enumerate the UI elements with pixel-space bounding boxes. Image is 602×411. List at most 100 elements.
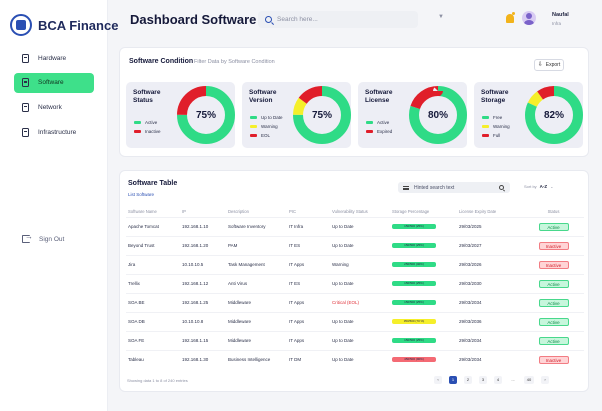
storage-bar: 450/500 (90%) [392,357,436,363]
software-table: Software Name IP Description PIC Vulnerabili… [126,206,584,369]
column-header[interactable]: Status [547,208,560,214]
column-header[interactable]: Vulnerability Status [332,208,368,214]
stat-card-status[interactable]: Software Status Active Inactive 75% [126,82,235,148]
table-row[interactable]: Beyond Trust 192.168.1.20 PAM IT ES Up to Da… [126,235,584,255]
header-search[interactable] [258,11,418,28]
storage-cell: 150/500 (25%) [390,292,457,312]
brand[interactable]: BCA Finance [10,14,118,36]
column-header[interactable]: PIC [289,208,296,214]
table-row[interactable]: SOA DB 10.10.10.8 Middleware IT Apps Up to D… [126,311,584,331]
storage-bar: 150/500 (25%) [392,281,436,286]
table-search[interactable] [398,182,510,193]
ip-cell: 192.168.1.10 [180,216,226,236]
column-header[interactable]: IP [182,208,186,214]
legend-item: Up to Date [250,115,283,120]
legend-label: Up to Date [261,115,283,120]
legend-label: Active [145,120,158,125]
column-header[interactable]: License Expiry Date [459,208,497,214]
stat-card-storage[interactable]: Software Storage Free Warning Full 82% [474,82,583,148]
description-cell: Middleware [226,330,287,350]
sidebar-item-label: Software [38,79,64,87]
sort-dropdown[interactable]: Sort by A-Z ⌄ [524,184,554,189]
table-header-row: Software Name IP Description PIC Vulnerabili… [126,206,584,217]
legend-label: Inactive [145,129,161,134]
expiry-cell: 29/03/2027 [457,235,521,255]
legend-swatch [482,133,489,138]
sidebar-item-hardware[interactable]: Hardware [14,48,94,68]
search-input[interactable] [277,16,407,23]
table-row[interactable]: Trellix 192.168.1.12 Anti Virus IT ES Up to … [126,273,584,293]
page-button[interactable]: 1 [449,376,457,384]
column-header[interactable]: Software Name [128,208,157,214]
status-cell: Inactive [521,235,584,255]
sort-label: Sort by [524,184,537,189]
donut-percent: 80% [427,109,448,121]
legend-item: Warning [482,124,510,129]
page-button[interactable]: 4 [494,376,502,384]
software-name-cell: Apache Tomcat [126,216,180,236]
page-button[interactable]: 2 [464,376,472,384]
condition-subtitle: Filter Data by Software Condition [194,59,275,65]
table-row[interactable]: SOA FE 192.168.1.15 Middleware IT Apps Up to… [126,330,584,350]
table-row[interactable]: SOA BE 192.168.1.25 Middleware IT Apps Criti… [126,292,584,312]
status-cell: Inactive [521,349,584,369]
legend-swatch [250,124,257,129]
ip-cell: 192.168.1.15 [180,330,226,350]
ip-cell: 10.10.10.5 [180,254,226,274]
search-icon[interactable] [499,185,504,190]
table-row[interactable]: Tableau 192.168.1.30 Business Intelligence… [126,349,584,369]
pic-cell: IT ES [287,235,330,255]
export-label: Export [545,62,561,68]
pic-cell: IT Apps [287,311,330,331]
donut-segment [525,86,583,144]
donut-segment [177,86,235,144]
vulnerability-cell: Up to Date [330,330,390,350]
pic-cell: IT Infra [287,216,330,236]
next-page-button[interactable]: › [541,376,549,384]
sign-out-button[interactable]: Sign Out [22,232,64,243]
legend-item: Active [134,120,161,125]
page-button[interactable]: 40 [524,376,534,384]
legend-label: Expired [377,129,393,134]
status-badge: Inactive [538,355,569,364]
column-header[interactable]: Storage Percentage [392,208,430,214]
legend-swatch [482,115,489,120]
software-name-cell: SOA DB [126,311,180,331]
storage-bar: 250/500 (40%) [392,262,436,267]
table-row[interactable]: Jira 10.10.10.5 Task Management IT Apps Warn… [126,254,584,274]
status-cell: Active [521,292,584,312]
table-body: Apache Tomcat 192.168.1.10 Software Invent… [126,216,584,369]
export-button[interactable]: ⇩ Export [534,59,564,71]
legend-item: Expired [366,129,392,134]
notification-bell-icon[interactable] [506,14,514,23]
sidebar-item-infrastructure[interactable]: Infrastructure [14,122,94,142]
legend-item: Full [482,133,510,138]
column-header[interactable]: Description [228,208,249,214]
stat-card-license[interactable]: Software License Active Expired 80% [358,82,467,148]
status-badge: Active [538,317,569,326]
stat-legend: Active Expired [366,120,392,138]
software-icon [22,78,29,88]
software-table-card: Software Table List Software Sort by A-Z… [119,170,589,392]
description-cell: Middleware [226,311,287,331]
stat-card-version[interactable]: Software Version Up to Date Warning EOL … [242,82,351,148]
sidebar-item-network[interactable]: Network [14,98,94,118]
storage-cell: 150/500 (25%) [390,273,457,293]
pic-cell: IT DM [287,349,330,369]
network-icon [22,103,29,113]
page-button[interactable]: 3 [479,376,487,384]
avatar[interactable] [522,11,536,25]
description-cell: Task Management [226,254,287,274]
donut-segment [293,86,351,144]
legend-label: Warning [493,124,510,129]
prev-page-button[interactable]: ‹ [434,376,442,384]
sidebar-item-software[interactable]: Software [14,72,94,93]
table-search-input[interactable] [414,184,494,191]
sidebar-item-label: Network [38,104,62,112]
legend-label: Full [493,133,501,138]
stat-title: Software License [365,89,393,104]
menu-icon[interactable] [403,185,409,190]
table-row[interactable]: Apache Tomcat 192.168.1.10 Software Invent… [126,216,584,236]
chevron-down-icon[interactable]: ▼ [438,14,444,20]
storage-bar: 350/500 (70 %) [392,319,436,324]
